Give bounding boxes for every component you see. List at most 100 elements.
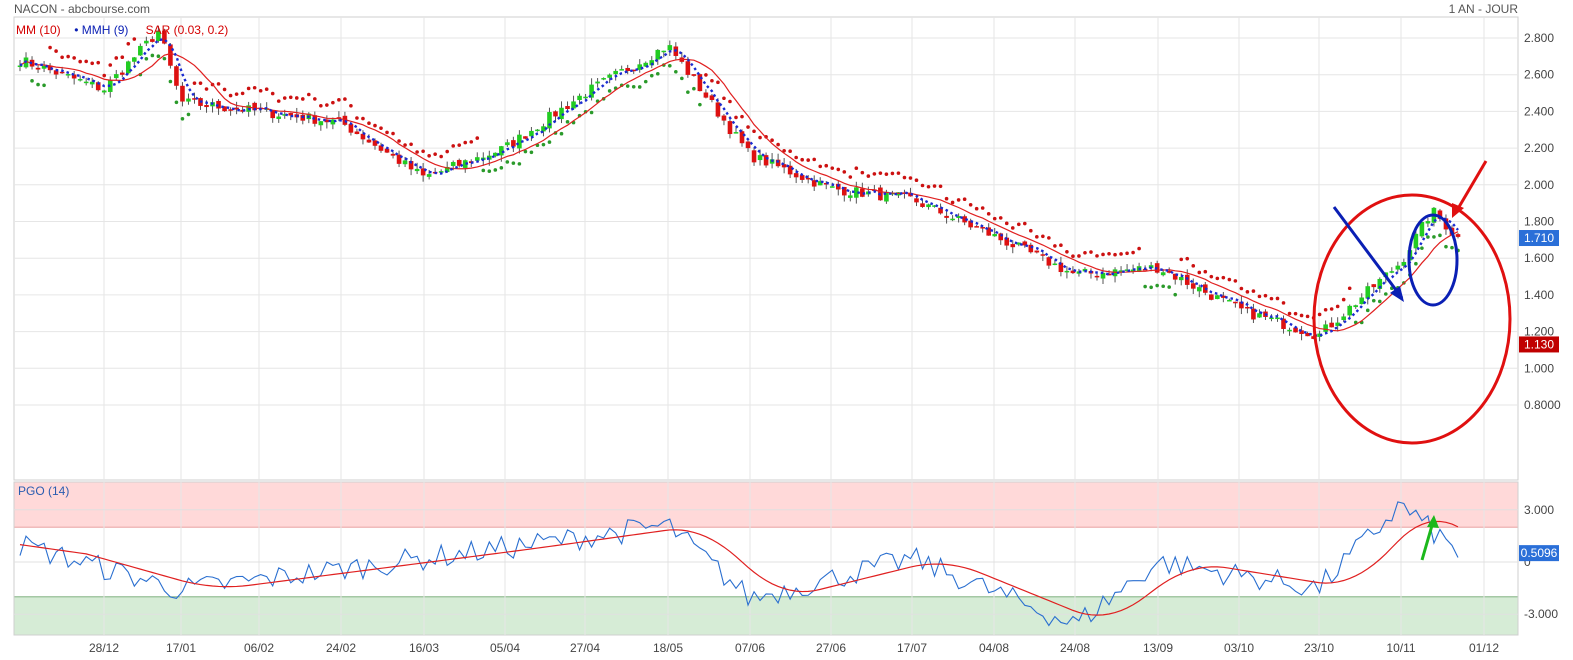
sar-dot — [150, 53, 155, 58]
x-tick-label: 27/06 — [816, 641, 846, 655]
candle — [276, 116, 282, 119]
sar-dot — [1426, 235, 1430, 239]
sar-dot — [168, 79, 173, 84]
sar-dot — [1137, 246, 1141, 251]
candle — [462, 160, 468, 168]
sar-dot — [692, 86, 696, 91]
sar-dot — [1341, 297, 1346, 302]
candle — [571, 101, 576, 109]
candle — [1419, 222, 1425, 237]
y-tick-label: 0.8000 — [1524, 398, 1561, 412]
sar-dot — [517, 162, 522, 166]
sar-dot — [1251, 289, 1256, 293]
legend-item: MM (10) — [16, 23, 61, 37]
x-tick-label: 10/11 — [1386, 641, 1415, 655]
candle — [1305, 333, 1310, 337]
sar-dot — [746, 125, 750, 129]
sar-dot — [980, 206, 985, 210]
sar-dot — [264, 87, 269, 91]
sar-dot — [1191, 264, 1196, 268]
candle — [83, 81, 89, 84]
sar-dot — [655, 71, 660, 76]
candle — [787, 165, 793, 175]
blue-ellipse — [1407, 213, 1459, 307]
red-circle — [1312, 193, 1512, 445]
mmh-line — [19, 38, 1459, 337]
green-arrowhead — [1427, 515, 1439, 528]
sar-dot — [84, 59, 88, 64]
x-tick-label: 06/02 — [244, 641, 274, 655]
mmh-line — [19, 38, 1459, 337]
sar-dot — [373, 123, 377, 128]
sar-dot — [1053, 244, 1057, 248]
sar-dot — [1185, 256, 1190, 261]
sar-dot — [728, 99, 732, 104]
candle — [35, 67, 41, 70]
x-tick-label: 17/07 — [897, 641, 927, 655]
candle — [1293, 327, 1298, 333]
candle — [956, 216, 961, 218]
x-tick-label: 07/06 — [735, 641, 765, 655]
candle — [817, 181, 823, 186]
candle — [1172, 273, 1178, 280]
sar-dot — [872, 172, 877, 176]
candle — [132, 57, 137, 62]
candle — [1064, 270, 1070, 273]
sar-dot — [156, 54, 161, 59]
sar-dot — [120, 55, 125, 60]
sar-dot — [1143, 284, 1147, 289]
candle — [1046, 257, 1052, 266]
candle — [348, 124, 354, 133]
sar-dot — [1257, 294, 1262, 299]
sar-dot — [108, 63, 113, 67]
candle — [234, 107, 239, 110]
sar-dot — [704, 73, 708, 77]
sar-dot — [1010, 226, 1015, 230]
candle — [1389, 271, 1395, 273]
sar-dot — [1131, 250, 1135, 255]
candle — [1401, 261, 1407, 266]
sar-dot — [523, 149, 528, 154]
candle — [1341, 316, 1346, 321]
sar-dot — [776, 142, 780, 147]
candle — [968, 220, 973, 228]
candle — [920, 203, 925, 207]
candle — [228, 109, 233, 111]
sar-dot — [1233, 279, 1238, 283]
sar-dot — [132, 37, 137, 41]
candle — [733, 132, 739, 134]
candle — [1371, 284, 1377, 288]
pgo-line — [19, 501, 1459, 627]
sar-dot — [1209, 274, 1214, 279]
candle — [71, 74, 77, 79]
low-price-badge: 1.130 — [1524, 337, 1554, 351]
sar-dot — [457, 143, 462, 147]
sar-dot — [1287, 311, 1292, 316]
candle — [685, 61, 691, 75]
sar-dot — [812, 157, 817, 162]
candle — [390, 153, 396, 156]
candle — [848, 195, 853, 198]
x-tick-label: 05/04 — [490, 641, 520, 655]
candle — [312, 115, 318, 124]
sar-dot — [589, 110, 594, 115]
candle — [59, 71, 65, 74]
oversold-zone — [13, 596, 1519, 636]
candle — [829, 186, 835, 188]
candle — [1058, 262, 1064, 273]
sar-dot — [896, 171, 901, 175]
candle — [884, 191, 889, 202]
candle — [962, 216, 967, 223]
candle — [324, 119, 330, 123]
candle — [1130, 269, 1136, 272]
sar-dot — [1414, 261, 1418, 266]
candle — [144, 40, 149, 44]
sar-dot — [343, 97, 347, 101]
sar-dot — [451, 144, 456, 148]
sar-dot — [1293, 311, 1298, 316]
candle — [1022, 241, 1028, 246]
candle — [192, 98, 197, 100]
red-arrow — [1454, 160, 1488, 213]
sar-dot — [830, 166, 835, 170]
